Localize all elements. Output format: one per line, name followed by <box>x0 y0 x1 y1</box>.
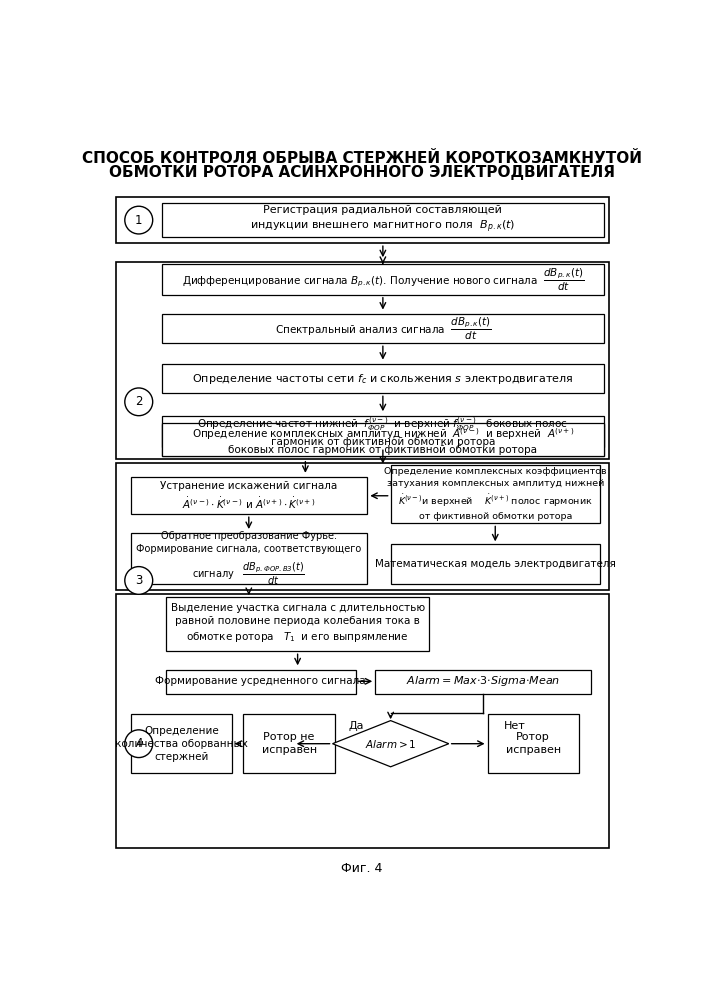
Text: Определение комплексных коэффициентов
затухания комплексных амплитуд нижней
$\do: Определение комплексных коэффициентов за… <box>384 467 607 521</box>
FancyBboxPatch shape <box>391 544 600 584</box>
Text: СПОСОБ КОНТРОЛЯ ОБРЫВА СТЕРЖНЕЙ КОРОТКОЗАМКНУТОЙ: СПОСОБ КОНТРОЛЯ ОБРЫВА СТЕРЖНЕЙ КОРОТКОЗ… <box>82 151 642 166</box>
FancyBboxPatch shape <box>131 714 232 773</box>
Circle shape <box>125 206 153 234</box>
FancyBboxPatch shape <box>162 423 604 456</box>
Text: Выделение участка сигнала с длительностью
равной половине периода колебания тока: Выделение участка сигнала с длительность… <box>170 603 425 644</box>
Text: Да: Да <box>348 721 363 731</box>
Text: $Alarm = Max{\cdot}3{\cdot}Sigma{\cdot}Mean$: $Alarm = Max{\cdot}3{\cdot}Sigma{\cdot}M… <box>406 674 560 688</box>
FancyBboxPatch shape <box>162 416 604 447</box>
Text: 1: 1 <box>135 214 143 227</box>
Text: Ротор
исправен: Ротор исправен <box>506 732 561 755</box>
Text: ОБМОТКИ РОТОРА АСИНХРОННОГО ЭЛЕКТРОДВИГАТЕЛЯ: ОБМОТКИ РОТОРА АСИНХРОННОГО ЭЛЕКТРОДВИГА… <box>109 165 615 180</box>
FancyBboxPatch shape <box>131 533 368 584</box>
FancyBboxPatch shape <box>131 477 368 514</box>
Circle shape <box>125 567 153 594</box>
FancyBboxPatch shape <box>243 714 335 773</box>
Text: 4: 4 <box>135 737 143 750</box>
FancyBboxPatch shape <box>488 714 579 773</box>
FancyBboxPatch shape <box>391 465 600 523</box>
Text: Определение
количества оборванных
стержней: Определение количества оборванных стержн… <box>115 726 248 762</box>
Text: Математическая модель электродвигателя: Математическая модель электродвигателя <box>375 559 616 569</box>
Circle shape <box>125 388 153 416</box>
Text: Спектральный анализ сигнала  $\dfrac{dB_{р.к}(t)}{dt}$: Спектральный анализ сигнала $\dfrac{dB_{… <box>274 315 491 342</box>
Text: Формирование усредненного сигнала: Формирование усредненного сигнала <box>155 676 366 686</box>
FancyBboxPatch shape <box>115 594 609 848</box>
Text: Ротор не
исправен: Ротор не исправен <box>262 732 317 755</box>
FancyBboxPatch shape <box>162 264 604 295</box>
FancyBboxPatch shape <box>162 364 604 393</box>
Text: Нет: Нет <box>504 721 525 731</box>
Text: Устранение искажений сигнала
$\dot{A}^{(ν-)}\cdot\dot{K}^{(ν-)}$ и $\dot{A}^{(ν+: Устранение искажений сигнала $\dot{A}^{(… <box>160 481 337 511</box>
FancyBboxPatch shape <box>115 197 609 243</box>
FancyBboxPatch shape <box>162 203 604 237</box>
FancyBboxPatch shape <box>166 597 429 651</box>
Text: Определение комплексных амплитуд нижней  $\dot{A}^{(ν-)}$  и верхней  $\dot{A}^{: Определение комплексных амплитуд нижней … <box>192 424 574 455</box>
Text: 2: 2 <box>135 395 143 408</box>
FancyBboxPatch shape <box>375 670 590 694</box>
Text: Регистрация радиальной составляющей
индукции внешнего магнитного поля  $B_{р.к}(: Регистрация радиальной составляющей инду… <box>250 205 515 235</box>
FancyBboxPatch shape <box>115 262 609 459</box>
FancyBboxPatch shape <box>115 463 609 590</box>
FancyBboxPatch shape <box>166 670 356 694</box>
Text: Фиг. 4: Фиг. 4 <box>341 862 382 875</box>
Text: 3: 3 <box>135 574 142 587</box>
Text: Определение частоты сети $f_c$ и скольжения $s$ электродвигателя: Определение частоты сети $f_c$ и скольже… <box>192 372 573 386</box>
Text: $Alarm > 1$: $Alarm > 1$ <box>365 738 416 750</box>
Text: Определение частот нижней  $f_{ФОР}^{(ν-)}$  и верхней $f_{ФОР}^{(ν-)}$   боковы: Определение частот нижней $f_{ФОР}^{(ν-)… <box>197 416 568 447</box>
Polygon shape <box>332 721 449 767</box>
FancyBboxPatch shape <box>162 314 604 343</box>
Circle shape <box>125 730 153 758</box>
FancyBboxPatch shape <box>162 424 604 456</box>
Text: Дифференцирование сигнала $B_{р.к}(t)$. Получение нового сигнала  $\dfrac{dB_{р.: Дифференцирование сигнала $B_{р.к}(t)$. … <box>182 266 584 293</box>
Text: Обратное преобразование Фурье.
Формирование сигнала, соответствующего
сигналу   : Обратное преобразование Фурье. Формирова… <box>136 531 361 587</box>
